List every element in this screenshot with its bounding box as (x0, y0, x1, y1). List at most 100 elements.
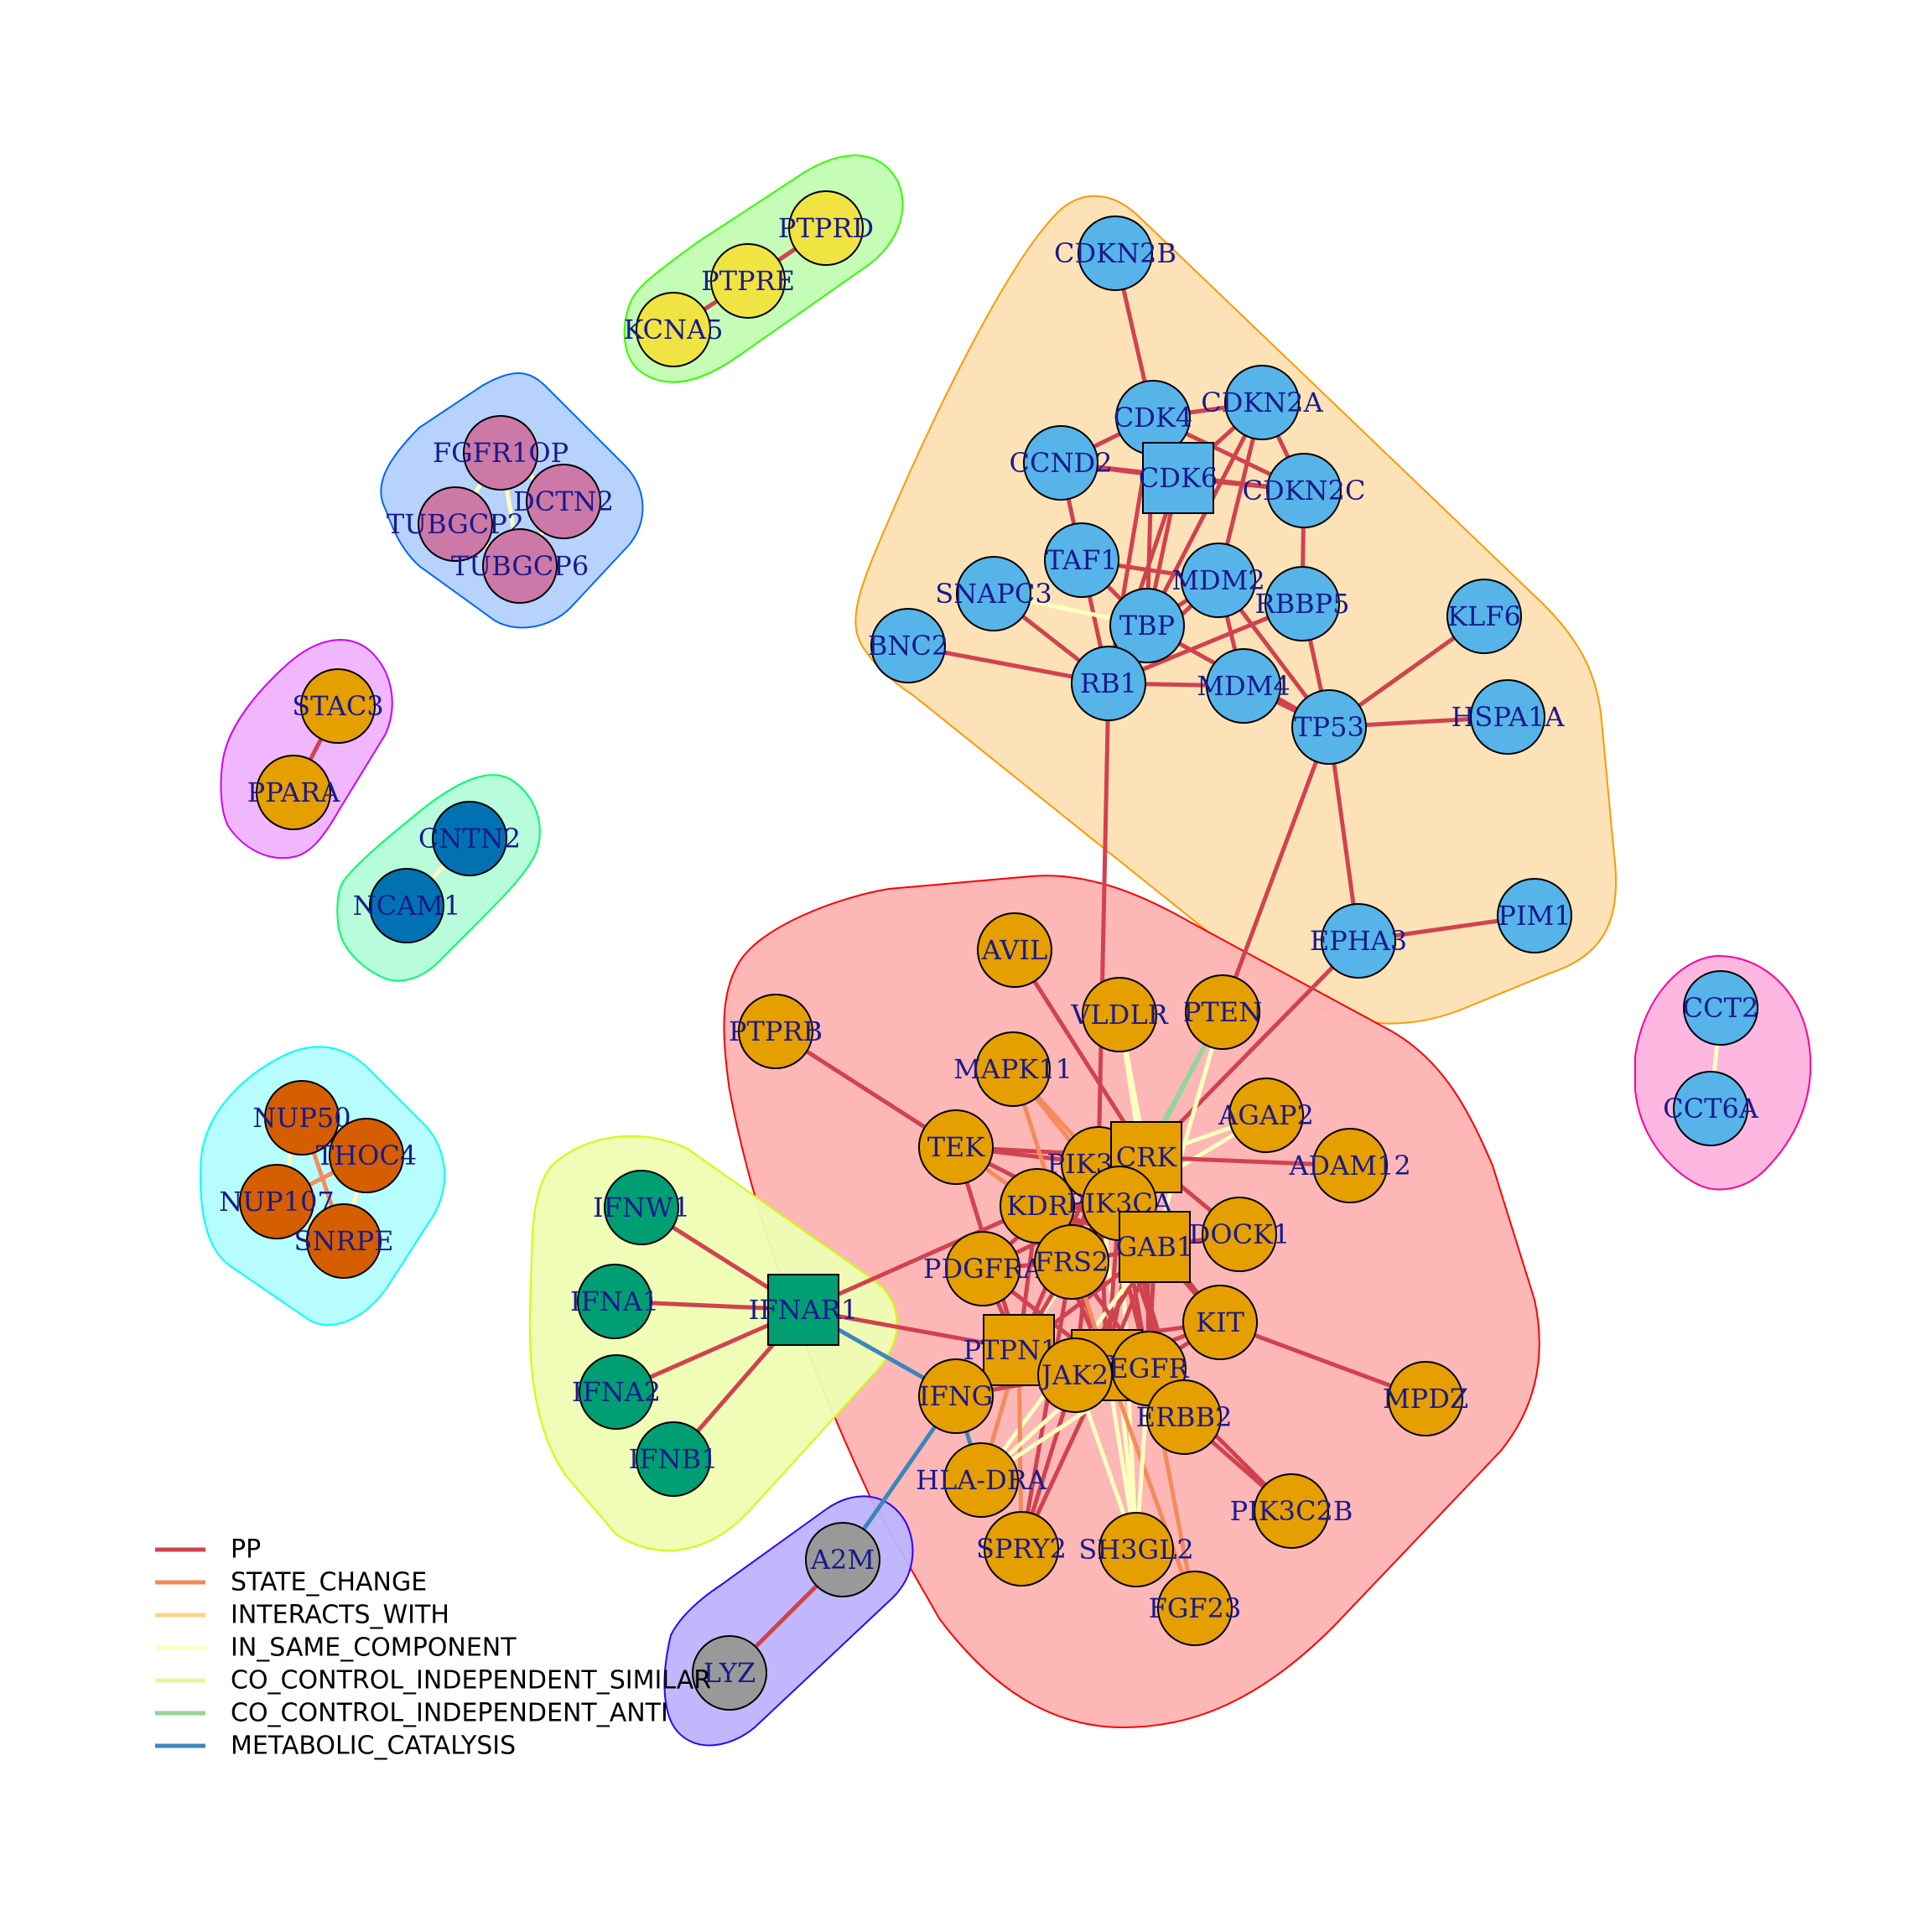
node-tubgcp6[interactable]: TUBGCP6 (451, 528, 589, 604)
node-snapc3[interactable]: SNAPC3 (935, 556, 1052, 631)
node-cct6a[interactable]: CCT6A (1663, 1071, 1759, 1146)
node-label: SH3GL2 (1078, 1534, 1193, 1566)
node-shape (1146, 1379, 1222, 1455)
node-vldlr[interactable]: VLDLR (1070, 977, 1169, 1052)
node-pten[interactable]: PTEN (1183, 974, 1262, 1050)
node-label: KIT (1196, 1306, 1245, 1338)
legend-label: INTERACTS_WITH (231, 1601, 449, 1630)
node-erbb2[interactable]: ERBB2 (1136, 1379, 1233, 1455)
node-ifna2[interactable]: IFNA2 (572, 1354, 661, 1430)
node-kdr[interactable]: KDR (1000, 1168, 1075, 1244)
node-cdkn2c[interactable]: CDKN2C (1243, 453, 1366, 528)
node-cdkn2a[interactable]: CDKN2A (1201, 365, 1324, 440)
node-shape (1254, 1473, 1329, 1549)
node-shape (418, 486, 493, 562)
node-kcna5[interactable]: KCNA5 (624, 292, 724, 367)
node-tubgcp2[interactable]: TUBGCP2 (387, 486, 524, 562)
node-label: PTEN (1183, 996, 1262, 1028)
node-label: RBBP5 (1254, 588, 1349, 620)
node-ncam1[interactable]: NCAM1 (353, 868, 461, 943)
node-taf1[interactable]: TAF1 (1044, 522, 1119, 598)
node-shape (710, 243, 786, 319)
node-jak2[interactable]: JAK2 (1037, 1337, 1113, 1413)
node-pik3c2b[interactable]: PIK3C2B (1230, 1473, 1353, 1549)
node-ptprd[interactable]: PTPRD (778, 190, 874, 266)
node-ifnar1[interactable]: IFNAR1 (749, 1274, 858, 1346)
node-fgf23[interactable]: FGF23 (1149, 1571, 1242, 1646)
node-nup107[interactable]: NUP107 (219, 1164, 335, 1239)
node-shape (692, 1635, 767, 1711)
node-stac3[interactable]: STAC3 (292, 668, 384, 744)
node-label: SPRY2 (976, 1533, 1067, 1565)
node-epha3[interactable]: EPHA3 (1310, 903, 1407, 979)
node-shape (1082, 977, 1157, 1052)
node-klf6[interactable]: KLF6 (1446, 579, 1522, 654)
node-thoc4[interactable]: THOC4 (316, 1118, 417, 1193)
node-ifna1[interactable]: IFNA1 (570, 1264, 659, 1339)
node-shape (1034, 1224, 1109, 1300)
node-label: PTPRD (778, 212, 874, 244)
node-ccnd2[interactable]: CCND2 (1010, 425, 1113, 501)
node-tbp[interactable]: TBP (1109, 588, 1185, 663)
node-hla-dra[interactable]: HLA-DRA (916, 1442, 1047, 1518)
node-tek[interactable]: TEK (918, 1109, 994, 1185)
node-gab1[interactable]: GAB1 (1116, 1211, 1194, 1283)
node-avil[interactable]: AVIL (977, 912, 1052, 988)
node-shape (788, 190, 864, 266)
node-frs2[interactable]: FRS2 (1034, 1224, 1109, 1300)
node-sh3gl2[interactable]: SH3GL2 (1078, 1512, 1194, 1587)
node-hspa1a[interactable]: HSPA1A (1452, 679, 1566, 755)
node-mapk11[interactable]: MAPK11 (953, 1031, 1072, 1107)
node-kit[interactable]: KIT (1182, 1285, 1258, 1360)
node-adam12[interactable]: ADAM12 (1288, 1128, 1411, 1203)
node-label: CCT6A (1663, 1093, 1759, 1124)
node-shape (1182, 1285, 1258, 1360)
node-label: HLA-DRA (916, 1464, 1047, 1496)
node-spry2[interactable]: SPRY2 (976, 1511, 1067, 1587)
node-shape (482, 528, 558, 604)
node-cdk4[interactable]: CDK4 (1114, 380, 1192, 455)
node-lyz[interactable]: LYZ (692, 1635, 767, 1711)
node-mdm4[interactable]: MDM4 (1197, 648, 1291, 724)
node-ifng[interactable]: IFNG (918, 1358, 994, 1434)
node-snrpe[interactable]: SNRPE (294, 1203, 394, 1279)
node-cntn2[interactable]: CNTN2 (418, 801, 521, 876)
node-label: A2M (810, 1544, 875, 1576)
node-shape (432, 801, 507, 876)
node-cdk6[interactable]: CDK6 (1139, 442, 1218, 514)
node-pdgfra[interactable]: PDGFRA (923, 1231, 1043, 1306)
node-label: KLF6 (1447, 600, 1521, 632)
node-agap2[interactable]: AGAP2 (1218, 1078, 1314, 1153)
node-dock1[interactable]: DOCK1 (1189, 1197, 1291, 1272)
node-a2m[interactable]: A2M (805, 1522, 880, 1597)
node-pim1[interactable]: PIM1 (1497, 878, 1572, 953)
node-label: DCTN2 (513, 486, 614, 517)
node-label: AGAP2 (1218, 1099, 1314, 1131)
node-ppara[interactable]: PPARA (247, 755, 340, 830)
node-shape (329, 1118, 404, 1193)
legend-item: METABOLIC_CATALYSIS (155, 1732, 516, 1761)
legend-label: PP (231, 1535, 261, 1565)
node-cdkn2b[interactable]: CDKN2B (1054, 216, 1176, 291)
node-label: EPHA3 (1310, 925, 1407, 957)
node-mdm2[interactable]: MDM2 (1171, 543, 1265, 618)
node-rb1[interactable]: RB1 (1071, 646, 1146, 721)
node-dctn2[interactable]: DCTN2 (513, 464, 614, 539)
node-shape (1683, 970, 1758, 1046)
node-mpdz[interactable]: MPDZ (1383, 1361, 1468, 1436)
node-shape (604, 1170, 679, 1245)
legend-label: CO_CONTROL_INDEPENDENT_ANTI (231, 1699, 668, 1728)
node-fgfr1op[interactable]: FGFR1OP (433, 415, 569, 491)
node-label: IFNAR1 (749, 1294, 858, 1326)
node-tp53[interactable]: TP53 (1291, 689, 1367, 765)
node-cct2[interactable]: CCT2 (1683, 970, 1759, 1046)
node-label: MAPK11 (953, 1053, 1072, 1085)
node-ptprb[interactable]: PTPRB (729, 994, 823, 1069)
node-ifnw1[interactable]: IFNW1 (593, 1170, 690, 1245)
node-ptpre[interactable]: PTPRE (701, 243, 795, 319)
node-ifnb1[interactable]: IFNB1 (629, 1421, 719, 1497)
node-bnc2[interactable]: BNC2 (868, 608, 948, 683)
node-nup50[interactable]: NUP50 (252, 1080, 351, 1156)
node-rbbp5[interactable]: RBBP5 (1254, 566, 1350, 641)
